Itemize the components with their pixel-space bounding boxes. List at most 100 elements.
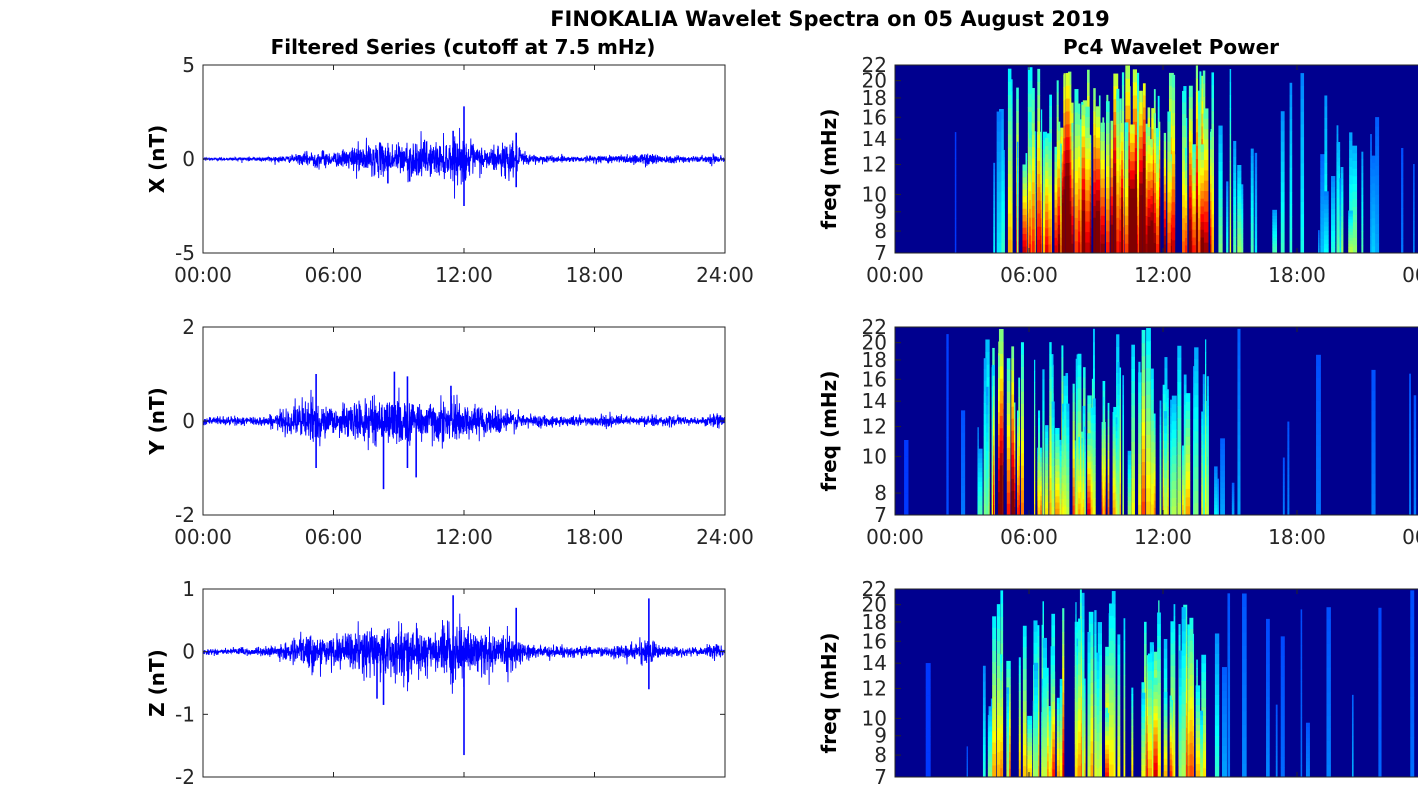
power-cell [1220, 493, 1225, 499]
power-cell [1121, 243, 1124, 253]
power-cell [1164, 390, 1168, 403]
power-cell [1110, 234, 1114, 244]
power-cell [1205, 364, 1207, 378]
power-cell [1324, 244, 1329, 249]
power-cell [1065, 201, 1070, 215]
power-cell [1045, 425, 1049, 432]
power-cell [1042, 379, 1045, 391]
power-cell [1177, 394, 1182, 407]
power-cell [1254, 231, 1258, 239]
power-cell [1413, 438, 1417, 447]
power-cell [1152, 507, 1156, 515]
power-cell [1022, 215, 1027, 222]
power-cell [1116, 229, 1120, 242]
power-cell [1184, 237, 1188, 246]
power-cell [1018, 674, 1021, 684]
power-cell [1131, 757, 1134, 765]
power-cell [1078, 156, 1081, 168]
power-cell [1201, 126, 1204, 140]
power-cell [1131, 417, 1135, 431]
power-cell [1111, 617, 1116, 632]
power-cell [1096, 741, 1100, 751]
power-cell [1409, 474, 1411, 486]
power-cell [1375, 146, 1380, 157]
power-cell [1147, 107, 1151, 119]
power-cell [1007, 108, 1012, 122]
power-cell [1059, 706, 1063, 715]
power-cell [1275, 740, 1278, 747]
power-cell [1107, 474, 1110, 484]
power-cell [1192, 695, 1195, 706]
power-cell [1240, 218, 1244, 224]
power-cell [1300, 705, 1303, 718]
power-cell [1206, 435, 1209, 446]
power-cell [1066, 483, 1070, 492]
y-tick-label: 22 [862, 315, 887, 339]
power-cell [1177, 418, 1182, 431]
power-cell [1163, 150, 1167, 159]
power-cell [1105, 767, 1110, 773]
power-cell [1031, 111, 1035, 124]
power-cell [1177, 442, 1182, 455]
power-cell [1205, 477, 1207, 491]
power-cell [982, 689, 986, 698]
power-cell [1132, 200, 1137, 214]
power-cell [1063, 138, 1066, 152]
power-cell [1066, 499, 1070, 508]
power-cell [1222, 737, 1227, 746]
power-cell [1131, 369, 1135, 382]
power-cell [1370, 225, 1376, 233]
power-cell [1022, 636, 1027, 648]
power-cell [1237, 171, 1242, 178]
power-cell [1121, 85, 1125, 99]
power-cell [1063, 475, 1069, 486]
power-cell [1085, 179, 1090, 191]
power-cell [1080, 437, 1084, 444]
power-cell [1340, 240, 1344, 248]
power-cell [1240, 199, 1244, 205]
power-cell [1113, 484, 1118, 493]
power-cell [1164, 402, 1168, 414]
power-cell [1045, 431, 1049, 439]
power-cell [1226, 237, 1229, 244]
power-cell [1063, 495, 1069, 506]
power-cell [1370, 197, 1376, 205]
power-cell [982, 681, 986, 690]
power-cell [1339, 204, 1342, 211]
power-cell [1199, 720, 1204, 726]
power-cell [1065, 85, 1070, 99]
power-cell [983, 481, 987, 493]
power-cell [1164, 368, 1168, 380]
power-cell [1352, 214, 1358, 223]
power-cell [1062, 644, 1065, 657]
power-cell [1000, 630, 1004, 645]
power-cell [983, 436, 987, 449]
power-cell [1280, 131, 1285, 142]
power-cell [1006, 425, 1011, 437]
power-cell [1051, 458, 1055, 467]
power-cell [1211, 123, 1215, 138]
power-cell [1242, 593, 1247, 607]
power-cell [1063, 455, 1069, 466]
power-cell [1063, 163, 1066, 177]
power-cell [1062, 161, 1064, 171]
power-cell [998, 768, 1003, 777]
power-cell [1122, 465, 1124, 476]
power-cell [1199, 201, 1202, 215]
power-cell [1031, 229, 1035, 242]
power-cell [1227, 737, 1231, 752]
y-tick-label: 5 [182, 53, 195, 77]
power-cell [1194, 503, 1199, 515]
left-column-title: Filtered Series (cutoff at 7.5 mHz) [271, 35, 656, 59]
power-cell [1210, 183, 1213, 193]
power-cell [1062, 608, 1065, 621]
power-cell [1237, 395, 1241, 409]
power-cell [1093, 99, 1096, 112]
power-cell [992, 505, 995, 515]
power-cell [1182, 183, 1187, 196]
power-cell [1348, 231, 1353, 236]
power-cell [1127, 459, 1132, 465]
power-cell [1167, 470, 1169, 480]
power-cell [1107, 450, 1110, 460]
